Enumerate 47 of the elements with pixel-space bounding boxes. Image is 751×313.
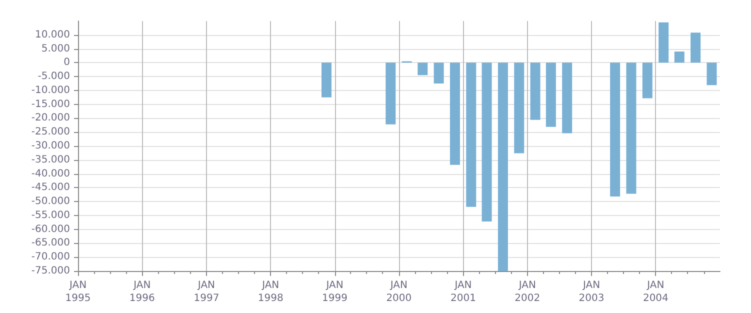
- x-tick-label: JAN 2004: [642, 280, 668, 304]
- x-tick-label: JAN 2001: [450, 280, 476, 304]
- bar: [482, 62, 492, 222]
- bar: [674, 52, 684, 63]
- bar: [386, 62, 396, 124]
- y-tick-label: -35.000: [31, 154, 70, 166]
- bar: [626, 62, 636, 194]
- y-tick-label: -70.000: [31, 252, 70, 263]
- bar: [434, 62, 444, 84]
- bar: [322, 62, 332, 98]
- bar: [562, 62, 572, 134]
- x-tick-label: JAN 1996: [129, 280, 155, 304]
- y-tick-label: -50.000: [31, 196, 70, 208]
- y-tick-label: -65.000: [31, 238, 70, 249]
- y-tick-label: -30.000: [31, 140, 70, 152]
- x-tick-label: JAN 2003: [578, 280, 604, 304]
- y-tick-label: -15.000: [31, 98, 70, 110]
- bar: [498, 62, 508, 271]
- bar: [642, 62, 652, 98]
- x-tick-label: JAN 1997: [194, 280, 220, 304]
- bar: [706, 62, 717, 86]
- y-tick-label: -5.000: [38, 71, 70, 82]
- y-tick-label: -40.000: [31, 168, 70, 180]
- y-tick-label: 0: [64, 57, 70, 68]
- x-tick-label: JAN 2002: [514, 280, 540, 304]
- bar: [610, 62, 620, 197]
- x-tick-label: JAN 1999: [322, 280, 348, 304]
- y-tick-label: -45.000: [31, 182, 70, 194]
- bar: [418, 62, 428, 76]
- y-tick-label: -10.000: [31, 84, 70, 96]
- x-tick-label: JAN 2000: [386, 280, 412, 304]
- bar: [450, 62, 460, 165]
- x-tick-label: JAN 1998: [258, 280, 284, 304]
- bar: [514, 62, 524, 154]
- y-tick-label: 5.000: [41, 43, 70, 54]
- bar: [530, 62, 540, 120]
- y-tick-label: -25.000: [31, 126, 70, 138]
- bar: [690, 32, 701, 63]
- bar: [466, 62, 476, 207]
- y-tick-label: -75.000: [31, 266, 70, 276]
- bar: [546, 62, 556, 127]
- bar: [658, 22, 669, 63]
- y-tick-label: -55.000: [31, 210, 70, 221]
- y-tick-label: -20.000: [31, 112, 70, 124]
- x-tick-label: JAN 1995: [65, 280, 91, 304]
- y-tick-label: -60.000: [31, 224, 70, 235]
- y-tick-label: 10.000: [35, 29, 70, 40]
